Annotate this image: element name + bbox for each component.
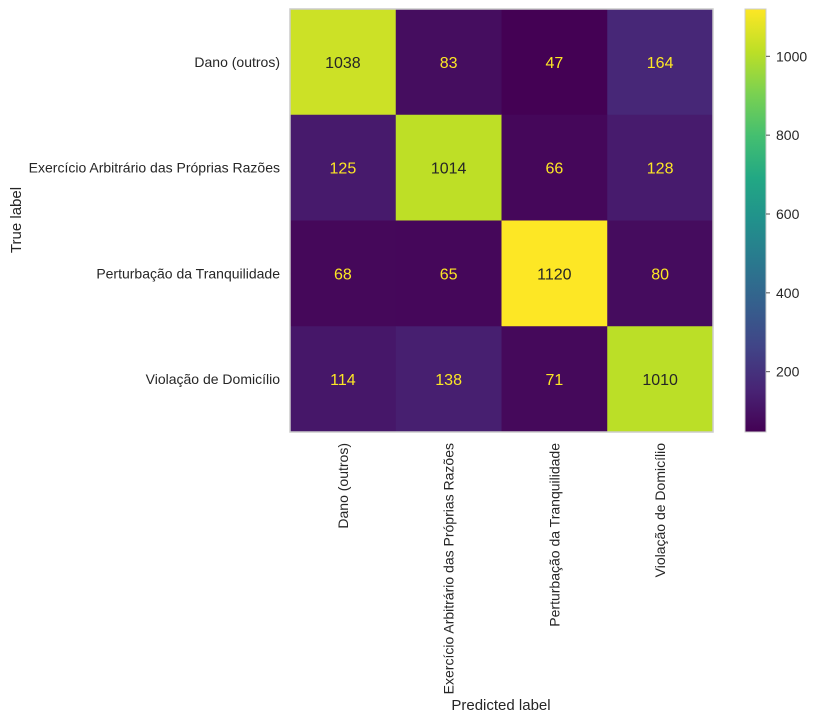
matrix-cell: [607, 9, 714, 116]
matrix-cell: [290, 220, 397, 327]
matrix-cell: [501, 9, 608, 116]
x-axis-label: Predicted label: [451, 697, 550, 714]
cell-value-label: 128: [647, 161, 674, 178]
colorbar-tick-label: 200: [776, 364, 800, 380]
matrix-cell: [607, 326, 714, 433]
cell-value-label: 138: [435, 372, 462, 389]
matrix-cell: [395, 326, 502, 433]
matrix-cell: [290, 9, 397, 116]
matrix-cells: 1038 83 47 164 125 1014 66 128 68 65 1120 80 114 138 7…: [290, 9, 714, 433]
y-tick-label: Dano (outros): [194, 54, 280, 70]
cell-value-label: 80: [651, 266, 669, 283]
matrix-cell: [290, 114, 397, 221]
colorbar-ticks: 200 400 600 800 1000: [766, 48, 807, 380]
colorbar: [744, 8, 767, 433]
plot-frame: [289, 8, 714, 433]
y-tick-label: Exercício Arbitrário das Próprias Razões: [29, 160, 280, 176]
colorbar-tick-label: 1000: [776, 48, 807, 64]
y-tick-label: Violação de Domicílio: [146, 371, 281, 387]
cell-value-label: 1010: [642, 372, 678, 389]
cell-value-label: 47: [545, 55, 563, 72]
matrix-cell: [395, 9, 502, 116]
cell-value-label: 71: [545, 372, 563, 389]
x-tick-label: Perturbação da Tranquilidade: [546, 443, 562, 627]
y-tick-labels: Dano (outros) Exercício Arbitrário das Pr…: [29, 54, 281, 387]
matrix-cell: [501, 220, 608, 327]
cell-value-label: 1014: [431, 161, 467, 178]
colorbar-tick-label: 800: [776, 127, 800, 143]
cell-value-label: 68: [334, 266, 352, 283]
matrix-cell: [607, 220, 714, 327]
matrix-cell: [607, 114, 714, 221]
matrix-cell: [501, 326, 608, 433]
cell-value-label: 125: [330, 161, 357, 178]
cell-value-label: 83: [440, 55, 458, 72]
colorbar-tick-label: 400: [776, 285, 800, 301]
cell-value-label: 164: [647, 55, 674, 72]
matrix-cell: [395, 220, 502, 327]
y-tick-label: Perturbação da Tranquilidade: [96, 265, 280, 281]
colorbar-tick-label: 600: [776, 206, 800, 222]
x-tick-label: Exercício Arbitrário das Próprias Razões: [441, 443, 457, 694]
cell-value-label: 114: [330, 372, 356, 389]
cell-value-label: 65: [440, 266, 458, 283]
matrix-cell: [290, 326, 397, 433]
x-tick-label: Violação de Domicílio: [652, 443, 668, 578]
cell-value-label: 66: [545, 161, 563, 178]
matrix-cell: [395, 114, 502, 221]
x-tick-labels: Dano (outros) Exercício Arbitrário das Pr…: [335, 443, 668, 695]
y-axis-label: True label: [8, 187, 25, 253]
cell-value-label: 1038: [325, 55, 361, 72]
x-tick-label: Dano (outros): [335, 443, 351, 529]
matrix-cell: [501, 114, 608, 221]
cell-value-label: 1120: [537, 266, 572, 283]
